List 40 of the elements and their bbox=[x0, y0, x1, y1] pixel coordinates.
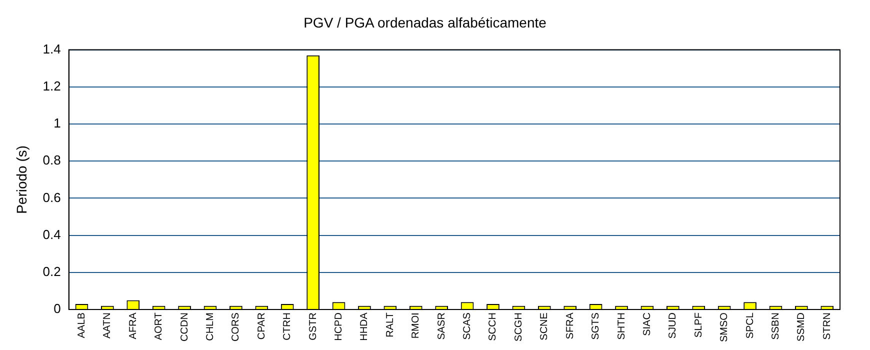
x-tick-label: RALT bbox=[384, 312, 396, 338]
x-tick-label: SCAS bbox=[462, 312, 474, 340]
x-tick-label: SJUD bbox=[668, 312, 679, 339]
x-tick-label: AALB bbox=[76, 312, 88, 338]
x-tick-label: GSTR bbox=[308, 312, 319, 340]
y-tick-label: 0 bbox=[54, 301, 61, 316]
x-tick-label: HCPD bbox=[334, 312, 345, 341]
x-tick-label: SHTH bbox=[616, 312, 628, 340]
x-tick-label: SFRA bbox=[564, 312, 576, 340]
x-tick-label: SPCL bbox=[744, 312, 756, 339]
x-tick-label: AORT bbox=[154, 312, 165, 340]
x-tick-label: SCGH bbox=[513, 312, 524, 342]
y-tick-label: 0.2 bbox=[42, 264, 61, 280]
chart-title: PGV / PGA ordenadas alfabéticamente bbox=[304, 14, 547, 30]
x-tick-label: SIAC bbox=[642, 312, 653, 336]
x-tick-label: SCCH bbox=[488, 312, 499, 341]
x-tick-label: SMSO bbox=[719, 312, 730, 342]
y-tick-label: 0.8 bbox=[42, 152, 61, 168]
x-tick-label: SCNE bbox=[539, 312, 550, 340]
y-tick-label: 1.2 bbox=[42, 78, 61, 94]
x-tick-label: RMOI bbox=[410, 312, 422, 339]
x-tick-label: SLPF bbox=[693, 312, 704, 338]
x-tick-label: STRN bbox=[822, 312, 833, 340]
x-tick-label: CORS bbox=[230, 312, 242, 342]
y-tick-label: 0.6 bbox=[42, 190, 61, 205]
y-tick-label: 0.4 bbox=[42, 226, 61, 242]
y-axis-title: Periodo (s) bbox=[13, 145, 30, 214]
y-tick-label: 1.4 bbox=[42, 41, 61, 56]
y-tick-label: 1 bbox=[54, 116, 61, 131]
x-tick-label: CPAR bbox=[256, 312, 268, 340]
x-tick-label: CTRH bbox=[282, 312, 294, 340]
x-tick-label: CCDN bbox=[179, 312, 190, 342]
x-tick-label: SGTS bbox=[590, 312, 602, 340]
x-tick-label: CHLM bbox=[204, 312, 216, 341]
x-tick-label: SSBN bbox=[770, 312, 782, 340]
x-tick-label: SASR bbox=[436, 312, 448, 340]
x-tick-label: SSMD bbox=[796, 312, 808, 342]
x-tick-label: HHDA bbox=[359, 312, 370, 341]
x-tick-label: AATN bbox=[102, 312, 114, 338]
x-tick-label: AFRA bbox=[128, 312, 139, 340]
